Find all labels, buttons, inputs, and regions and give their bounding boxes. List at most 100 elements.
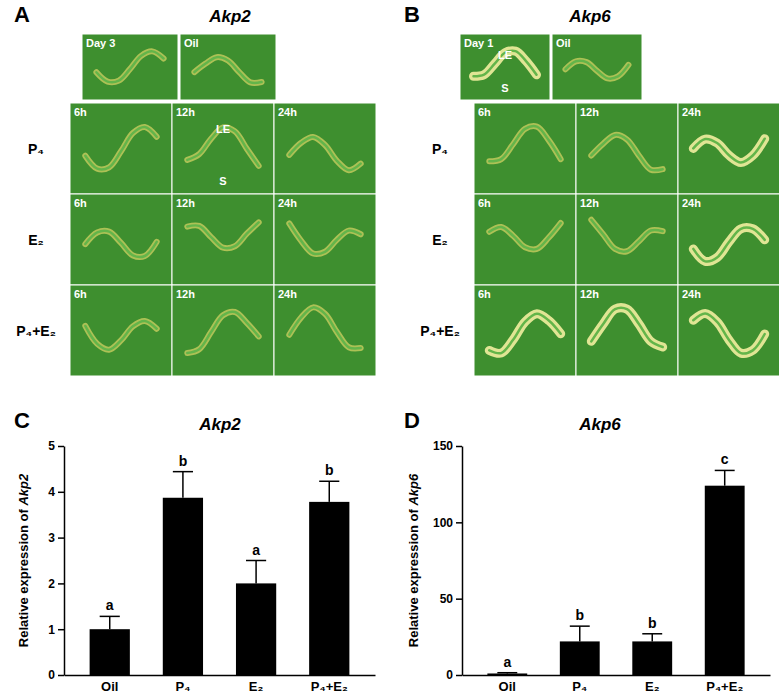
error-line <box>255 561 257 584</box>
lumen <box>591 308 662 347</box>
x-tick: E₂ <box>645 675 660 694</box>
row-label: P₄ <box>28 141 44 157</box>
error-bar <box>319 481 339 502</box>
y-tick: 2 <box>48 577 64 591</box>
y-tick-label: 1 <box>48 623 55 637</box>
chart-title: Akp6 <box>578 415 621 434</box>
error-cap <box>173 471 193 473</box>
epithelium <box>591 135 662 170</box>
y-tick-mark <box>456 522 462 524</box>
error-bar <box>642 634 662 642</box>
micrograph-bg <box>460 34 550 100</box>
lumen <box>489 126 560 161</box>
y-tick: 0 <box>48 668 64 682</box>
significance-label: c <box>721 451 729 467</box>
lumen <box>85 127 156 169</box>
error-cap <box>642 633 662 635</box>
y-axis-line <box>64 447 66 676</box>
error-bar <box>497 672 517 674</box>
error-bar <box>173 472 193 498</box>
row-label: P₄ <box>432 141 448 157</box>
error-line <box>109 616 111 629</box>
image-label: Oil <box>184 37 199 49</box>
epithelium <box>85 127 156 169</box>
time-label: 12h <box>176 288 195 300</box>
epithelium <box>289 307 360 348</box>
lumen <box>187 312 258 353</box>
time-label: 6h <box>478 288 491 300</box>
micrograph-bg <box>474 194 576 285</box>
time-label: 24h <box>278 288 297 300</box>
region-label: S <box>501 82 508 94</box>
epithelium <box>489 126 560 161</box>
time-label: 6h <box>74 106 87 118</box>
error-cap <box>715 470 735 472</box>
y-tick-mark <box>58 675 64 677</box>
x-tick-label: P₄+E₂ <box>706 679 743 694</box>
x-tick: Oil <box>499 675 516 694</box>
micrograph-bg <box>172 194 274 285</box>
epithelium <box>85 321 156 350</box>
image-label: Day 1 <box>464 37 493 49</box>
epithelium <box>693 228 764 262</box>
error-bar <box>570 626 590 641</box>
y-tick-label: 0 <box>48 668 55 682</box>
lumen <box>591 220 662 252</box>
lumen <box>289 137 360 170</box>
panel-title: Akp2 <box>208 7 251 26</box>
micrograph-bg <box>172 285 274 376</box>
time-label: 12h <box>176 197 195 209</box>
lumen <box>289 307 360 348</box>
bar <box>236 583 276 675</box>
micrograph-bg <box>82 34 178 100</box>
micrograph-bg <box>70 103 172 194</box>
panel-title: Akp6 <box>568 7 611 26</box>
error-cap <box>319 481 339 483</box>
panel-letter: D <box>404 408 420 433</box>
x-tick-label: Oil <box>101 679 118 694</box>
y-tick-label: 4 <box>48 485 55 499</box>
y-tick-label: 3 <box>48 531 55 545</box>
error-cap <box>246 560 266 562</box>
lumen <box>693 139 764 163</box>
micrograph-bg <box>70 194 172 285</box>
significance-label: b <box>575 607 584 623</box>
epithelium <box>489 223 560 249</box>
panel-letter: B <box>404 2 420 27</box>
time-label: 12h <box>580 106 599 118</box>
epithelium <box>566 61 629 79</box>
epithelium <box>96 51 163 82</box>
significance-label: b <box>179 453 188 469</box>
x-axis-line <box>463 675 771 677</box>
y-axis: 0 1 2 3 4 5 <box>48 439 64 682</box>
time-label: 12h <box>580 197 599 209</box>
lumen <box>566 61 629 79</box>
lumen <box>693 314 764 354</box>
lumen <box>194 57 261 83</box>
y-tick-mark <box>58 446 64 448</box>
y-axis-line <box>462 447 464 676</box>
lumen <box>489 314 560 354</box>
y-tick-mark <box>456 675 462 677</box>
plot-area <box>90 472 350 675</box>
lumen <box>289 223 360 254</box>
y-tick-mark <box>58 629 64 631</box>
time-label: 24h <box>278 197 297 209</box>
x-tick: E₂ <box>249 675 264 694</box>
x-tick-label: Oil <box>499 679 516 694</box>
y-tick-mark <box>456 446 462 448</box>
y-tick-label: 5 <box>48 439 55 453</box>
micrograph-bg <box>576 194 678 285</box>
y-tick-label: 100 <box>433 516 453 530</box>
x-axis: OilP₄E₂P₄+E₂ <box>463 675 771 694</box>
row-label: P₄+E₂ <box>420 323 460 339</box>
micrograph-bg <box>678 285 779 376</box>
x-tick-label: P₄+E₂ <box>311 679 348 694</box>
micrograph-bg <box>678 194 779 285</box>
epithelium <box>591 220 662 252</box>
error-cap <box>100 616 120 618</box>
x-axis-line <box>65 675 376 677</box>
image-label: Oil <box>556 37 571 49</box>
epithelium <box>187 222 258 248</box>
lumen <box>85 231 156 257</box>
